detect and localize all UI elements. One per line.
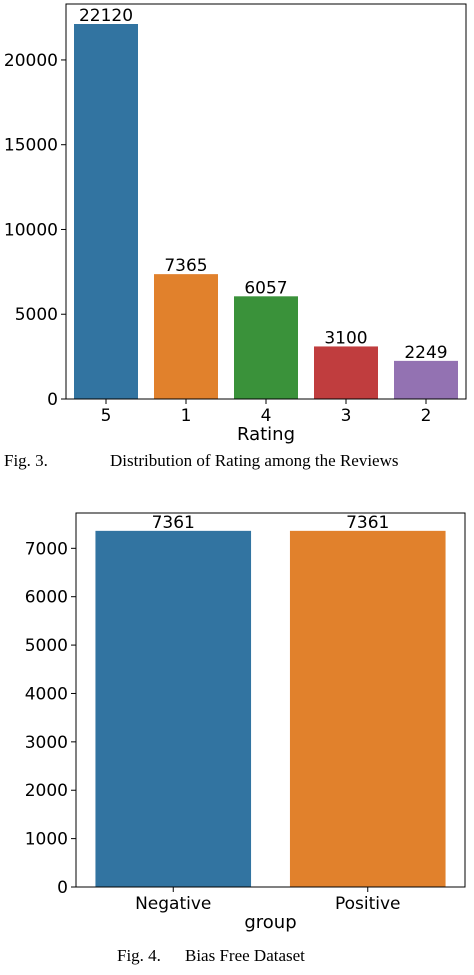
fig3-caption-text: Distribution of Rating among the Reviews: [110, 451, 399, 470]
bar-5: [74, 24, 138, 399]
x-tick-label-1: 1: [181, 406, 192, 426]
plot-frame: [75, 512, 466, 888]
x-axis-label: Rating: [237, 424, 295, 445]
y-tick-label: 5000: [15, 305, 58, 325]
data-label-negative: 7361: [152, 513, 195, 533]
x-tick-label-2: 2: [421, 406, 432, 426]
data-label-3: 3100: [324, 328, 367, 348]
x-tick-label-3: 3: [341, 406, 352, 426]
y-tick-label: 0: [47, 390, 58, 410]
bar-positive: [289, 530, 446, 887]
y-tick-label: 20000: [4, 51, 58, 71]
fig3-caption-number: Fig. 3.: [4, 451, 48, 470]
bar-4: [234, 296, 298, 399]
y-tick-label: 10000: [4, 220, 58, 240]
y-tick-label: 3000: [25, 733, 68, 753]
bias-free-dataset-chart: 7361 Negative 7361 Positive 0 1000 2000 3000 400…: [25, 512, 466, 933]
fig4-caption-text: Bias Free Dataset: [185, 946, 305, 965]
y-tick-label: 7000: [25, 539, 68, 559]
data-label-4: 6057: [244, 278, 287, 298]
data-label-positive: 7361: [346, 513, 389, 533]
data-label-5: 22120: [79, 6, 133, 26]
y-tick-label: 4000: [25, 684, 68, 704]
x-tick-label-5: 5: [101, 406, 112, 426]
bar-negative: [95, 530, 252, 887]
y-tick-label: 1000: [25, 830, 68, 850]
rating-distribution-chart: 22120 5 7365 1 6057 4 3100 3 2249 2 0 5000 10000 1500…: [4, 3, 467, 445]
y-tick-label: 15000: [4, 136, 58, 156]
bar-2: [394, 360, 458, 399]
fig4-caption-number: Fig. 4.: [117, 946, 161, 965]
x-axis-label: group: [244, 912, 296, 933]
data-label-1: 7365: [164, 256, 207, 276]
y-tick-label: 0: [57, 878, 68, 898]
y-tick-label: 2000: [25, 781, 68, 801]
x-tick-label-positive: Positive: [335, 894, 401, 914]
y-tick-label: 6000: [25, 588, 68, 608]
x-tick-label-negative: Negative: [135, 894, 211, 914]
y-tick-label: 5000: [25, 636, 68, 656]
x-tick-label-4: 4: [261, 406, 272, 426]
bar-1: [154, 274, 218, 399]
data-label-2: 2249: [404, 343, 447, 363]
plot-frame: [65, 3, 467, 400]
bar-3: [314, 346, 378, 399]
